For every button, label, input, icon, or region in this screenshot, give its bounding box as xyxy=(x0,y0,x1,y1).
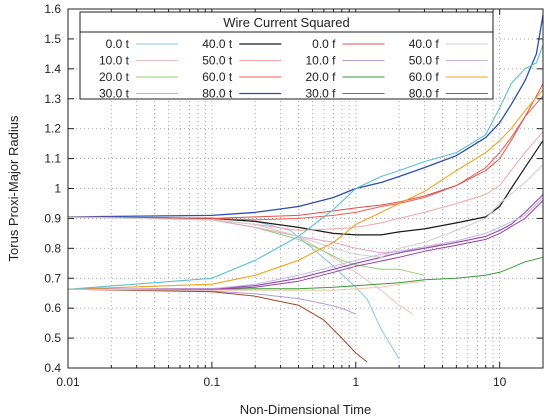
series-line xyxy=(67,288,368,363)
legend-item-label: 20.0 t xyxy=(99,70,130,84)
y-tick-label: 1.4 xyxy=(44,62,61,76)
legend-item-label: 10.0 t xyxy=(99,54,130,68)
y-tick-label: 1.5 xyxy=(44,32,61,46)
x-tick-label: 0.1 xyxy=(204,375,221,389)
y-axis-label: Torus Proxi-Major Radius xyxy=(6,115,21,261)
series-line xyxy=(67,83,544,219)
x-tick-label: 1 xyxy=(352,375,359,389)
x-axis-label: Non-Dimensional Time xyxy=(240,402,372,417)
legend-item-label: 10.0 f xyxy=(305,54,336,68)
legend-item-label: 50.0 f xyxy=(409,54,440,68)
series-line xyxy=(67,44,544,290)
series-line xyxy=(68,200,544,290)
series-line xyxy=(67,140,544,236)
legend-item-label: 60.0 f xyxy=(409,70,440,84)
legend-item-label: 0.0 t xyxy=(106,37,130,51)
legend-title: Wire Current Squared xyxy=(223,15,349,30)
series-line xyxy=(67,131,544,231)
legend-item-label: 0.0 f xyxy=(312,37,336,51)
legend-item-label: 50.0 t xyxy=(202,54,233,68)
legend-item-label: 20.0 f xyxy=(305,70,336,84)
series-line xyxy=(67,280,425,291)
y-tick-label: 0.4 xyxy=(44,361,61,375)
series-line xyxy=(67,164,544,258)
legend-item-label: 30.0 t xyxy=(99,87,130,101)
y-tick-label: 1.1 xyxy=(44,152,61,166)
legend-item-label: 30.0 f xyxy=(305,87,336,101)
series-line xyxy=(67,89,544,290)
ticks: 0.4 0.5 0.6 0.7 0.8 0.9 1 1.1 1.2 1.3 1.4 1.5 1.6 0.0… xyxy=(44,2,544,389)
series-line xyxy=(67,288,356,315)
y-tick-label: 1.6 xyxy=(44,2,61,16)
y-tick-label: 0.7 xyxy=(44,271,61,285)
legend-item-label: 60.0 t xyxy=(202,70,233,84)
series-line xyxy=(67,14,544,218)
series-line xyxy=(67,95,544,221)
legend-box xyxy=(79,11,494,100)
series-group xyxy=(67,14,544,363)
series-line xyxy=(67,197,544,290)
y-tick-label: 1 xyxy=(54,182,61,196)
legend-item-label: 80.0 t xyxy=(202,87,233,101)
series-line xyxy=(67,216,443,254)
x-tick-label: 0.01 xyxy=(56,375,80,389)
x-tick-label: 10 xyxy=(493,375,507,389)
series-line xyxy=(68,256,544,290)
legend: Wire Current Squared 0.0 t 10.0 t 20.0 t 30… xyxy=(79,11,494,101)
y-tick-label: 0.6 xyxy=(44,301,61,315)
legend-item-label: 40.0 t xyxy=(202,37,233,51)
y-tick-label: 0.5 xyxy=(44,331,61,345)
y-tick-label: 1.2 xyxy=(44,122,61,136)
legend-item-label: 40.0 f xyxy=(409,37,440,51)
y-tick-label: 0.8 xyxy=(44,241,61,255)
legend-item-label: 80.0 f xyxy=(409,87,440,101)
y-tick-label: 1.3 xyxy=(44,92,61,106)
legend-items: 0.0 t 10.0 t 20.0 t 30.0 t 40.0 t 50.0 t 60.0 … xyxy=(99,37,488,101)
series-line xyxy=(67,194,544,290)
y-tick-label: 0.9 xyxy=(44,211,61,225)
